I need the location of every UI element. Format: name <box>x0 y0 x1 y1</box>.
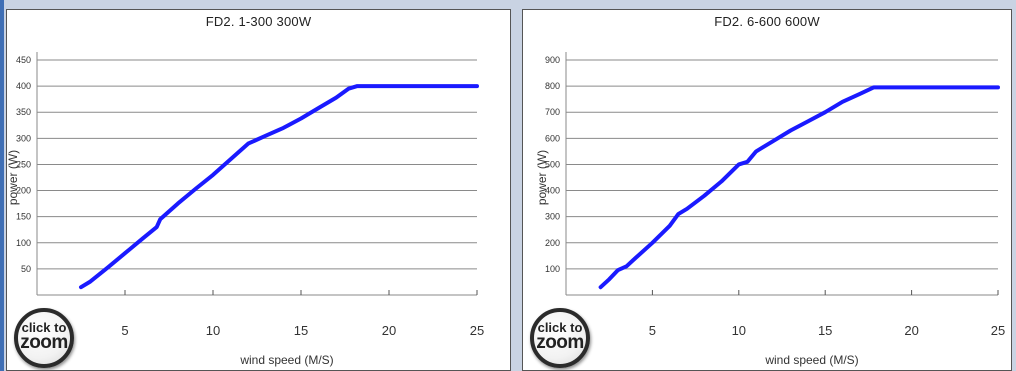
y-tick-label: 300 <box>545 212 560 222</box>
y-tick-label: 200 <box>16 186 31 196</box>
x-axis-label: wind speed (M/S) <box>239 353 333 367</box>
chart-panel-300w: FD2. 1-300 300W 50 100 150 200 250 300 350 400 4… <box>6 9 511 371</box>
y-tick-label: 50 <box>21 264 31 274</box>
chart-title: FD2. 6-600 600W <box>714 14 820 29</box>
zoom-badge-line1: click to <box>537 320 583 335</box>
y-tick-label: 400 <box>16 81 31 91</box>
y-axis-label: power (W) <box>535 150 549 205</box>
x-tick-label: 15 <box>294 323 308 338</box>
y-tick-label: 900 <box>545 55 560 65</box>
click-to-zoom-button[interactable]: click to zoom <box>14 308 74 368</box>
x-tick-label: 10 <box>206 323 220 338</box>
y-axis-label: power (W) <box>7 150 20 205</box>
y-tick-label: 200 <box>545 238 560 248</box>
y-tick-label: 150 <box>16 212 31 222</box>
x-tick-label: 25 <box>470 323 484 338</box>
click-to-zoom-button[interactable]: click to zoom <box>530 308 590 368</box>
x-tick-label: 5 <box>121 323 128 338</box>
y-tick-label: 400 <box>545 186 560 196</box>
chart-title: FD2. 1-300 300W <box>205 14 312 29</box>
zoom-badge-line1: click to <box>21 320 67 335</box>
power-curve-line <box>598 85 1000 290</box>
x-tick-label: 10 <box>732 323 746 338</box>
x-tick-label: 15 <box>818 323 832 338</box>
y-tick-label: 350 <box>16 107 31 117</box>
y-tick-label: 700 <box>545 107 560 117</box>
chart-panel-600w: FD2. 6-600 600W 100 200 300 400 500 600 700 800… <box>522 9 1012 371</box>
power-curve-line <box>79 84 479 290</box>
x-tick-label: 20 <box>382 323 396 338</box>
y-tick-label: 100 <box>16 238 31 248</box>
window-left-border <box>0 0 4 371</box>
y-tick-label: 100 <box>545 264 560 274</box>
zoom-badge-line2: zoom <box>20 332 68 353</box>
y-tick-label: 450 <box>16 55 31 65</box>
zoom-badge-line2: zoom <box>536 332 584 353</box>
power-curve-chart: 100 200 300 400 500 600 700 800 900 5 10 15 20 25 wind… <box>535 52 1005 367</box>
power-curve-chart: 50 100 150 200 250 300 350 400 450 5 10 15 20 25 wind … <box>7 52 484 367</box>
x-tick-label: 20 <box>904 323 918 338</box>
x-tick-label: 5 <box>649 323 656 338</box>
y-tick-label: 500 <box>545 159 560 169</box>
y-tick-label: 300 <box>16 133 31 143</box>
x-tick-label: 25 <box>991 323 1005 338</box>
y-tick-label: 250 <box>16 159 31 169</box>
y-tick-label: 800 <box>545 81 560 91</box>
x-axis-label: wind speed (M/S) <box>764 353 858 367</box>
y-tick-label: 600 <box>545 133 560 143</box>
